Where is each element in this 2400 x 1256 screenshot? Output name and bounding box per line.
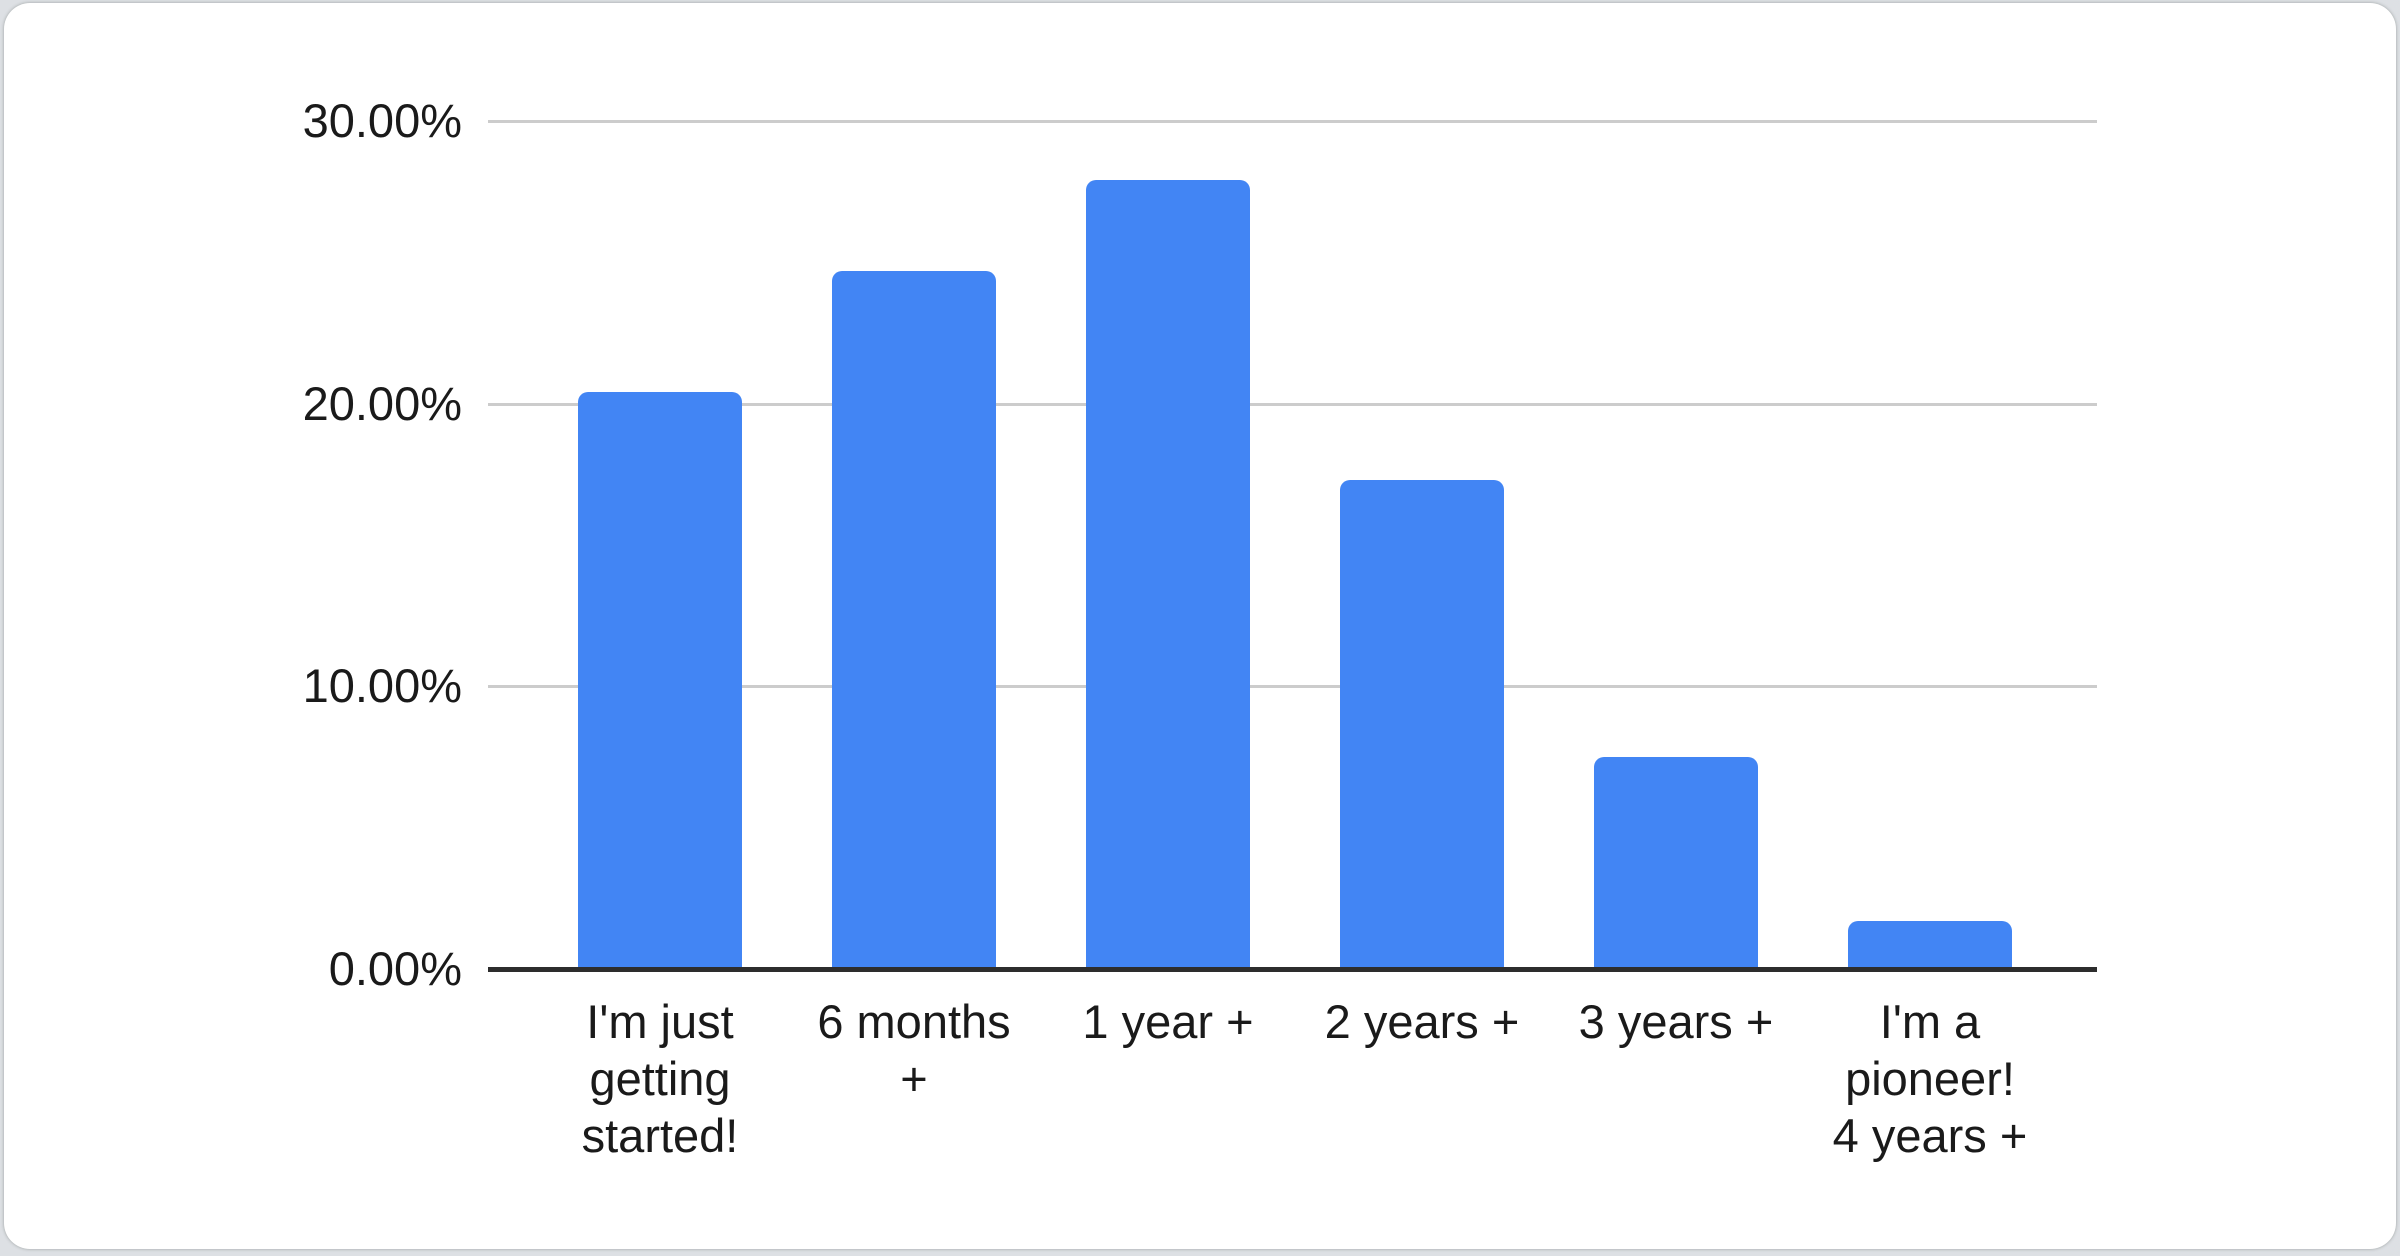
bar[interactable] bbox=[1594, 757, 1758, 969]
y-gridline bbox=[488, 120, 2097, 123]
x-category-label: I'm just getting started! bbox=[581, 995, 739, 1162]
bar[interactable] bbox=[578, 392, 742, 969]
bar[interactable] bbox=[832, 270, 996, 969]
bar[interactable] bbox=[1086, 180, 1250, 969]
y-tick-label: 30.00% bbox=[302, 94, 462, 147]
y-tick-label: 20.00% bbox=[302, 376, 462, 430]
bar[interactable] bbox=[1340, 479, 1504, 969]
x-category-label: 6 months + bbox=[817, 995, 1011, 1105]
x-category-label: 2 years + bbox=[1324, 995, 1520, 1048]
x-axis-line bbox=[488, 967, 2097, 972]
y-tick-label: 0.00% bbox=[328, 942, 462, 995]
x-category-label: 3 years + bbox=[1578, 995, 1774, 1048]
x-category-label: 1 year + bbox=[1082, 995, 1254, 1048]
bar[interactable] bbox=[1848, 920, 2012, 969]
y-gridline bbox=[488, 685, 2097, 689]
y-gridline bbox=[488, 402, 2097, 406]
x-category-label: I'm a pioneer! 4 years + bbox=[1832, 995, 2028, 1162]
y-tick-label: 10.00% bbox=[302, 659, 462, 713]
